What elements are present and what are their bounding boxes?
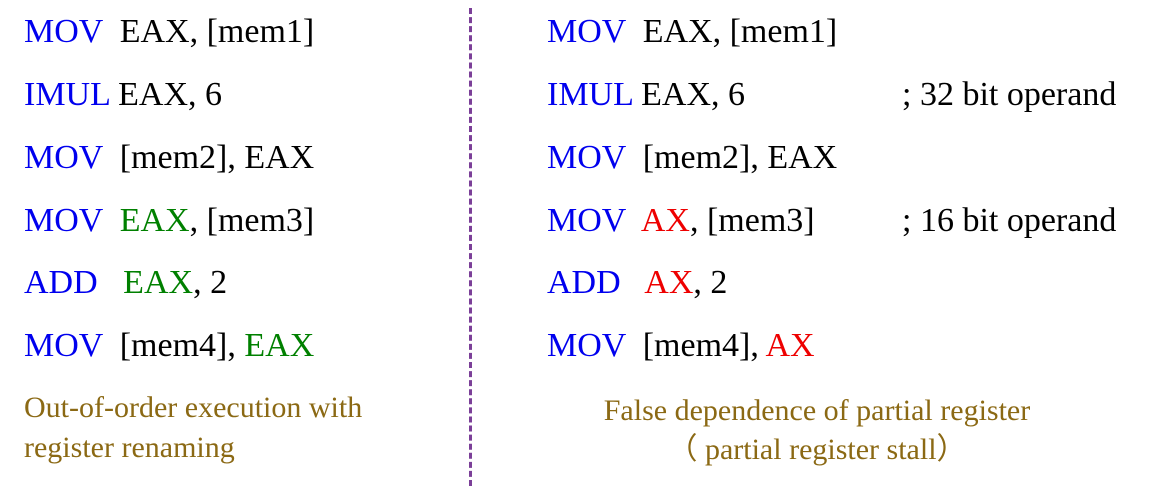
right-code-line-1: MOV EAX, [mem1] <box>547 12 837 52</box>
renamed-register: EAX <box>123 264 194 301</box>
opcode: MOV <box>547 13 626 50</box>
operand-text: , [mem3] <box>189 202 315 239</box>
operand-text: EAX, 6 <box>632 76 746 113</box>
right-caption-line-1: False dependence of partial register <box>603 394 1031 427</box>
left-code-line-1: MOV EAX, [mem1] <box>24 12 314 52</box>
operand-text <box>103 202 120 239</box>
left-caption-line-1: Out-of-order execution with <box>24 391 363 424</box>
operand-text <box>621 264 645 301</box>
comment-32-bit: ; 32 bit operand <box>902 76 1117 113</box>
opcode: MOV <box>547 327 626 364</box>
opcode: MOV <box>24 139 103 176</box>
operand-text: [mem4], <box>625 327 766 364</box>
partial-register: AX <box>640 202 690 239</box>
operand-text: , 2 <box>693 264 728 301</box>
left-code-line-2: IMUL EAX, 6 <box>24 75 222 115</box>
right-caption-line-2: （ partial register stall） <box>667 433 967 466</box>
left-code-line-4: MOV EAX, [mem3] <box>24 201 314 241</box>
right-code-line-5: ADD AX, 2 <box>547 263 727 303</box>
opcode: MOV <box>547 139 626 176</box>
partial-register: AX <box>644 264 694 301</box>
right-code-line-2: IMUL EAX, 6 <box>547 75 745 115</box>
left-code-line-3: MOV [mem2], EAX <box>24 138 314 178</box>
opcode: IMUL <box>547 76 633 113</box>
left-code-line-5: ADD EAX, 2 <box>24 263 227 303</box>
right-code-line-4: MOV AX, [mem3] <box>547 201 815 241</box>
opcode: MOV <box>547 202 626 239</box>
panel-divider <box>469 8 472 486</box>
left-code-line-6: MOV [mem4], EAX <box>24 326 314 366</box>
opcode: ADD <box>547 264 621 301</box>
operand-text: [mem2], EAX <box>102 139 315 176</box>
opcode: MOV <box>24 327 103 364</box>
operand-text <box>626 202 641 239</box>
operand-text: EAX, [mem1] <box>625 13 838 50</box>
operand-text <box>98 264 124 301</box>
comment-16-bit: ; 16 bit operand <box>902 202 1117 239</box>
renamed-register: EAX <box>119 202 190 239</box>
operand-text: , 2 <box>193 264 228 301</box>
operand-text: [mem4], <box>102 327 245 364</box>
operand-text: [mem2], EAX <box>625 139 838 176</box>
renamed-register: EAX <box>244 327 315 364</box>
operand-text: , [mem3] <box>689 202 815 239</box>
opcode: MOV <box>24 202 103 239</box>
left-caption-line-2: register renaming <box>24 431 235 464</box>
operand-text: EAX, [mem1] <box>102 13 315 50</box>
right-code-line-3: MOV [mem2], EAX <box>547 138 837 178</box>
opcode: ADD <box>24 264 98 301</box>
right-code-line-6: MOV [mem4], AX <box>547 326 815 366</box>
opcode: IMUL <box>24 76 110 113</box>
operand-text: EAX, 6 <box>109 76 223 113</box>
opcode: MOV <box>24 13 103 50</box>
partial-register: AX <box>765 327 815 364</box>
